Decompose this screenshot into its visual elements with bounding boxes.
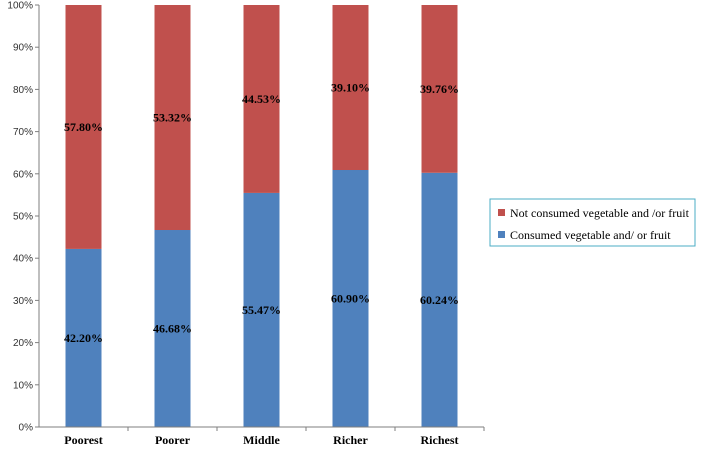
data-label: 53.32% bbox=[153, 111, 192, 125]
bar-segment-not-consumed bbox=[154, 5, 191, 231]
y-tick-label: 30% bbox=[13, 296, 33, 307]
data-label: 55.47% bbox=[242, 303, 281, 317]
y-tick-label: 0% bbox=[19, 423, 34, 434]
data-label: 57.80% bbox=[64, 120, 103, 134]
data-label: 46.68% bbox=[153, 322, 192, 336]
bar-segment-not-consumed bbox=[421, 5, 458, 173]
bar-segment-consumed bbox=[65, 248, 102, 427]
x-tick-label: Middle bbox=[243, 433, 280, 447]
legend: Not consumed vegetable and /or fruit Con… bbox=[489, 198, 696, 247]
data-label: 39.10% bbox=[331, 81, 370, 95]
data-label: 60.24% bbox=[420, 293, 459, 307]
legend-label-not-consumed: Not consumed vegetable and /or fruit bbox=[510, 206, 690, 220]
legend-swatch-consumed bbox=[498, 231, 505, 238]
y-tick-label: 80% bbox=[13, 85, 33, 96]
bar-segment-not-consumed bbox=[243, 5, 280, 193]
y-tick-label: 90% bbox=[13, 43, 33, 54]
x-axis-ticks: Poorest Poorer Middle Richer Richest bbox=[64, 427, 485, 447]
bar-segment-consumed bbox=[243, 192, 280, 427]
y-tick-label: 50% bbox=[13, 212, 33, 223]
bars bbox=[65, 5, 458, 427]
y-tick-label: 70% bbox=[13, 127, 33, 138]
data-labels: 42.20% 57.80% 46.68% 53.32% 55.47% 44.53% 60.9… bbox=[64, 81, 459, 345]
y-tick-label: 10% bbox=[13, 380, 33, 391]
y-tick-label: 60% bbox=[13, 169, 33, 180]
legend-label-consumed: Consumed vegetable and/ or fruit bbox=[510, 228, 671, 242]
x-tick-label: Richest bbox=[421, 433, 459, 447]
bar-segment-not-consumed bbox=[332, 5, 369, 171]
bar-segment-consumed bbox=[421, 172, 458, 427]
legend-swatch-not-consumed bbox=[498, 209, 505, 216]
data-label: 39.76% bbox=[420, 82, 459, 96]
y-tick-label: 100% bbox=[7, 1, 33, 12]
bar-segment-consumed bbox=[332, 170, 369, 427]
y-tick-label: 20% bbox=[13, 338, 33, 349]
bar-segment-not-consumed bbox=[65, 5, 102, 249]
x-tick-label: Richer bbox=[333, 433, 368, 447]
y-tick-label: 40% bbox=[13, 254, 33, 265]
data-label: 44.53% bbox=[242, 92, 281, 106]
data-label: 42.20% bbox=[64, 331, 103, 345]
data-label: 60.90% bbox=[331, 292, 370, 306]
x-tick-label: Poorest bbox=[64, 433, 102, 447]
x-tick-label: Poorer bbox=[155, 433, 191, 447]
legend-box bbox=[489, 198, 696, 247]
y-axis-ticks: 0% 10% 20% 30% 40% 50% 60% 70% 80% 90% 100% bbox=[7, 1, 39, 434]
bar-segment-consumed bbox=[154, 230, 191, 427]
